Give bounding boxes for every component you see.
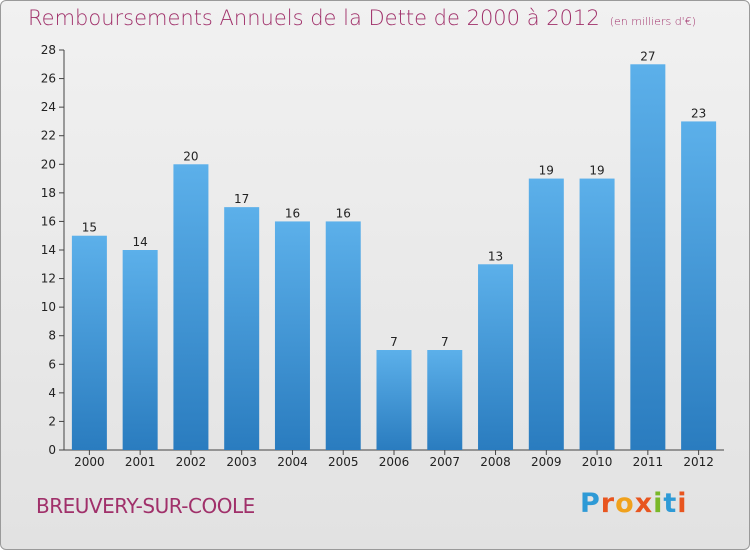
data-label-2008: 13 — [488, 249, 503, 263]
x-tick-label: 2010 — [582, 455, 613, 469]
y-tick-label: 20 — [41, 157, 56, 171]
y-tick-label: 0 — [48, 443, 56, 457]
logo-letter: i — [677, 488, 688, 519]
commune-name: BREUVERY-SUR-COOLE — [36, 494, 255, 518]
x-tick-label: 2005 — [328, 455, 359, 469]
y-tick-label: 2 — [48, 414, 56, 428]
x-tick-label: 2003 — [226, 455, 257, 469]
data-label-2011: 27 — [640, 49, 655, 63]
x-tick-label: 2000 — [74, 455, 105, 469]
y-tick-label: 10 — [41, 300, 56, 314]
logo-letter: i — [653, 488, 664, 519]
data-label-2000: 15 — [82, 221, 97, 235]
data-label-2010: 19 — [589, 164, 604, 178]
y-tick-label: 18 — [41, 186, 56, 200]
logo-letter: o — [615, 488, 635, 519]
x-tick-label: 2001 — [125, 455, 156, 469]
bar-2012 — [681, 121, 717, 450]
y-tick-label: 14 — [41, 243, 56, 257]
bar-2004 — [274, 221, 310, 450]
y-tick-label: 6 — [48, 357, 56, 371]
x-tick-label: 2004 — [277, 455, 308, 469]
logo-letter: x — [634, 488, 654, 519]
x-tick-label: 2008 — [480, 455, 511, 469]
logo-letter: t — [663, 488, 678, 519]
bar-2007 — [427, 350, 463, 450]
x-tick-label: 2006 — [379, 455, 410, 469]
bar-2009 — [528, 178, 564, 451]
bar-2010 — [579, 178, 615, 451]
y-tick-label: 8 — [48, 329, 56, 343]
data-label-2006: 7 — [390, 335, 398, 349]
x-tick-label: 2012 — [683, 455, 714, 469]
bar-2011 — [630, 64, 666, 451]
chart-title-block: Remboursements Annuels de la Dette de 20… — [28, 6, 696, 30]
bar-2002 — [173, 164, 209, 451]
data-label-2007: 7 — [441, 335, 449, 349]
data-label-2012: 23 — [691, 106, 706, 120]
x-tick-label: 2009 — [531, 455, 562, 469]
y-tick-label: 12 — [41, 272, 56, 286]
y-tick-label: 28 — [41, 43, 56, 57]
data-label-2005: 16 — [336, 206, 351, 220]
chart-subtitle: (en milliers d'€) — [609, 15, 696, 28]
data-label-2003: 17 — [234, 192, 249, 206]
data-label-2002: 20 — [183, 149, 198, 163]
y-tick-label: 26 — [41, 72, 56, 86]
proxiti-logo[interactable]: Proxiti — [580, 488, 688, 519]
bar-2003 — [224, 207, 260, 450]
bar-2001 — [122, 250, 158, 450]
y-tick-label: 16 — [41, 214, 56, 228]
bar-2005 — [325, 221, 361, 450]
y-tick-label: 24 — [41, 100, 56, 114]
y-tick-label: 4 — [48, 386, 56, 400]
chart-title: Remboursements Annuels de la Dette de 20… — [28, 6, 600, 30]
data-label-2009: 19 — [539, 164, 554, 178]
bar-2008 — [478, 264, 514, 450]
y-tick-label: 22 — [41, 129, 56, 143]
logo-letter: r — [600, 488, 616, 519]
bar-2000 — [71, 235, 107, 450]
x-tick-label: 2011 — [633, 455, 664, 469]
x-tick-label: 2007 — [429, 455, 460, 469]
bar-2006 — [376, 350, 412, 450]
data-label-2001: 14 — [133, 235, 148, 249]
logo-letter: P — [580, 488, 601, 519]
x-tick-label: 2002 — [176, 455, 207, 469]
chart-bars — [71, 64, 717, 451]
data-label-2004: 16 — [285, 206, 300, 220]
chart-data-labels: 15 14 20 17 16 16 7 7 13 19 19 27 23 — [82, 49, 707, 349]
